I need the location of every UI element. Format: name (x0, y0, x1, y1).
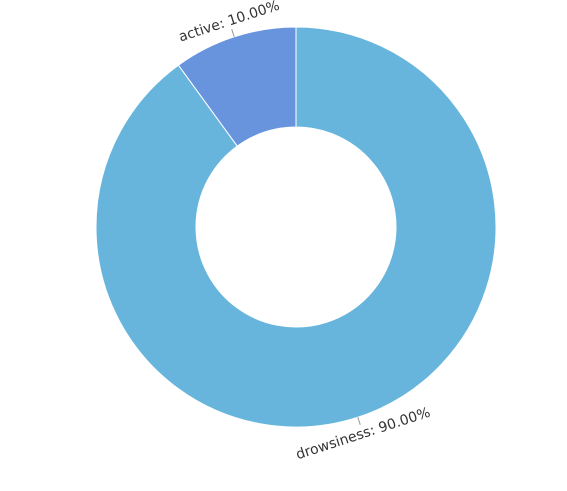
donut-slices (95, 26, 497, 428)
leader-line-active (231, 29, 235, 37)
slice-active[interactable] (177, 26, 297, 147)
slice-drowsiness[interactable] (95, 26, 497, 428)
leader-line-drowsiness (357, 417, 361, 425)
